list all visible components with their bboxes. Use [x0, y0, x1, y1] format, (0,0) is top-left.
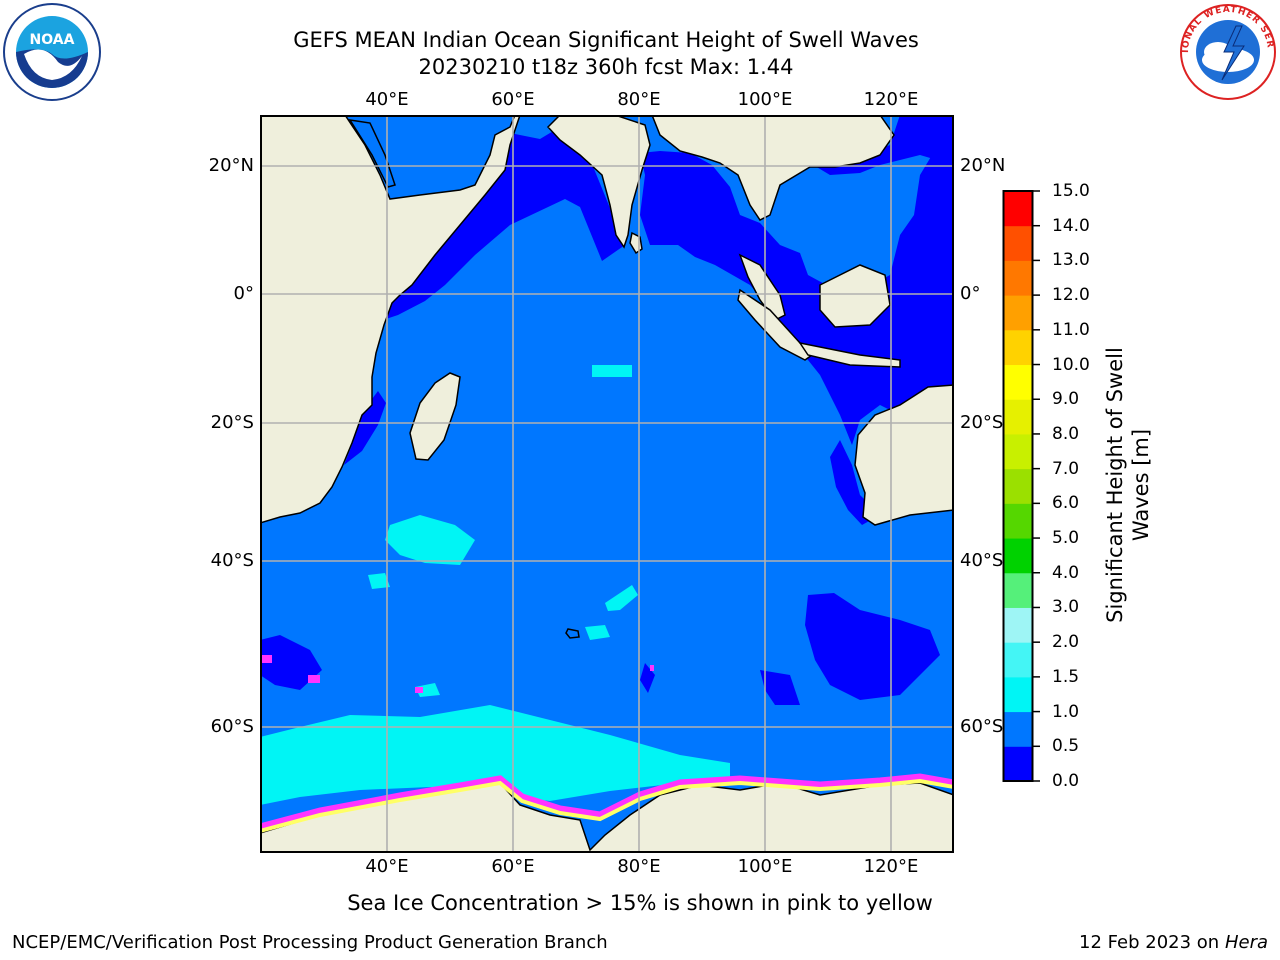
- map-title: GEFS MEAN Indian Ocean Significant Heigh…: [293, 28, 919, 52]
- colorbar-segment: [1004, 225, 1032, 261]
- colorbar-tick-label: 4.0: [1052, 562, 1080, 583]
- colorbar-segment: [1004, 191, 1032, 227]
- lat-tick-right: 60°S: [960, 716, 1004, 737]
- colorbar-segment: [1004, 503, 1032, 539]
- colorbar-tick-label: 8.0: [1052, 423, 1080, 444]
- colorbar-tick-label: 5.0: [1052, 528, 1080, 549]
- colorbar-tick-label: 6.0: [1052, 493, 1080, 514]
- se-asia-land: [651, 115, 895, 221]
- lon-tick-top: 40°E: [365, 89, 409, 110]
- colorbar-segment: [1004, 538, 1032, 574]
- lon-tick-top: 80°E: [617, 89, 661, 110]
- map-panel: [260, 115, 954, 853]
- colorbar-tick-label: 10.0: [1052, 354, 1090, 375]
- lon-tick-bottom: 120°E: [863, 856, 919, 877]
- lat-tick-right: 40°S: [960, 550, 1004, 571]
- colorbar-tick-label: 3.0: [1052, 597, 1080, 618]
- red-sea: [348, 119, 396, 188]
- colorbar-tick-label: 15.0: [1052, 181, 1090, 201]
- colorbar-tick-label: 0.5: [1052, 736, 1080, 757]
- land-masses: [260, 115, 954, 853]
- svg-text:NOAA: NOAA: [30, 32, 75, 48]
- lon-tick-top: 100°E: [737, 89, 793, 110]
- colorbar-segment: [1004, 399, 1032, 435]
- lat-tick-left: 60°S: [210, 716, 254, 737]
- colorbar-segment: [1004, 711, 1032, 747]
- africa-arabia-land: [260, 115, 521, 524]
- lat-tick-left: 20°N: [208, 155, 254, 176]
- sumatra-land: [737, 288, 814, 361]
- lat-tick-right: 20°S: [960, 412, 1004, 433]
- colorbar-tick-label: 13.0: [1052, 250, 1090, 271]
- lat-tick-right: 20°N: [960, 155, 1006, 176]
- colorbar-segment: [1004, 676, 1032, 713]
- lon-tick-bottom: 80°E: [617, 856, 661, 877]
- lon-tick-top: 120°E: [863, 89, 919, 110]
- java-land: [798, 341, 901, 368]
- colorbar-segment: [1004, 364, 1032, 400]
- colorbar-tick-label: 11.0: [1052, 319, 1090, 340]
- footer-date: 12 Feb 2023 on Hera: [1079, 932, 1268, 953]
- footer-credit: NCEP/EMC/Verification Post Processing Pr…: [12, 932, 608, 953]
- lon-tick-bottom: 40°E: [365, 856, 409, 877]
- colorbar-tick-label: 0.0: [1052, 771, 1080, 791]
- colorbar-segment: [1004, 260, 1032, 296]
- sea-ice-band: [260, 773, 954, 833]
- colorbar-tick-label: 1.0: [1052, 701, 1080, 722]
- colorbar-tick-label: 9.0: [1052, 389, 1080, 410]
- australia-land: [854, 384, 954, 526]
- lon-tick-bottom: 60°E: [491, 856, 535, 877]
- colorbar-tick-label: 12.0: [1052, 285, 1090, 306]
- colorbar-segment: [1004, 433, 1032, 470]
- sea-ice-caption: Sea Ice Concentration > 15% is shown in …: [347, 891, 933, 915]
- borneo-land: [819, 264, 891, 328]
- colorbar-tick-label: 7.0: [1052, 458, 1080, 479]
- lat-tick-left: 20°S: [210, 412, 254, 433]
- nws-logo-icon: NATIONAL WEATHER SERVICE: [1174, 0, 1278, 102]
- map-frame: [260, 115, 954, 853]
- graticule: [260, 115, 954, 853]
- colorbar-tick-label: 14.0: [1052, 215, 1090, 236]
- colorbar-segment: [1004, 746, 1032, 782]
- colorbar-tick-label: 2.0: [1052, 632, 1080, 653]
- colorbar-segment: [1004, 572, 1032, 608]
- lon-tick-top: 60°E: [491, 89, 535, 110]
- lat-tick-left: 40°S: [210, 550, 254, 571]
- cyan-swell-zones: [260, 365, 730, 805]
- lat-tick-left: 0°: [233, 283, 254, 304]
- colorbar-segment: [1004, 468, 1032, 504]
- colorbar-segment: [1004, 329, 1032, 366]
- india-land: [546, 115, 651, 249]
- colorbar-segment: [1004, 607, 1032, 643]
- colorbar-segment: [1004, 642, 1032, 678]
- colorbar-tick-label: 1.5: [1052, 666, 1080, 687]
- lat-tick-right: 0°: [960, 283, 981, 304]
- colorbar: [1002, 190, 1040, 782]
- colorbar-segment: [1004, 295, 1032, 331]
- colorbar-title: Significant Height of Swell Waves [m]: [1103, 347, 1153, 623]
- malay-peninsula-land: [738, 253, 786, 321]
- kerguelen-island: [565, 628, 580, 639]
- madagascar-land: [409, 372, 461, 461]
- sea-ice-spots: [262, 655, 654, 693]
- noaa-logo-icon: NOAA: [2, 2, 102, 102]
- map-subtitle: 20230210 t18z 360h fcst Max: 1.44: [418, 55, 794, 79]
- lon-tick-bottom: 100°E: [737, 856, 793, 877]
